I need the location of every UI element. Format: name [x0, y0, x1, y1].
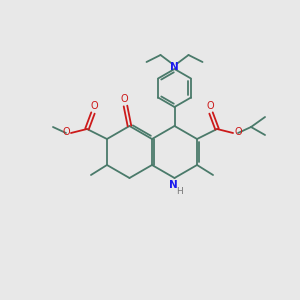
- Text: O: O: [62, 127, 70, 137]
- Text: N: N: [170, 62, 179, 72]
- Text: O: O: [234, 127, 242, 137]
- Text: N: N: [169, 180, 178, 190]
- Text: O: O: [121, 94, 128, 104]
- Text: O: O: [90, 101, 98, 111]
- Text: O: O: [206, 101, 214, 111]
- Text: H: H: [176, 187, 183, 196]
